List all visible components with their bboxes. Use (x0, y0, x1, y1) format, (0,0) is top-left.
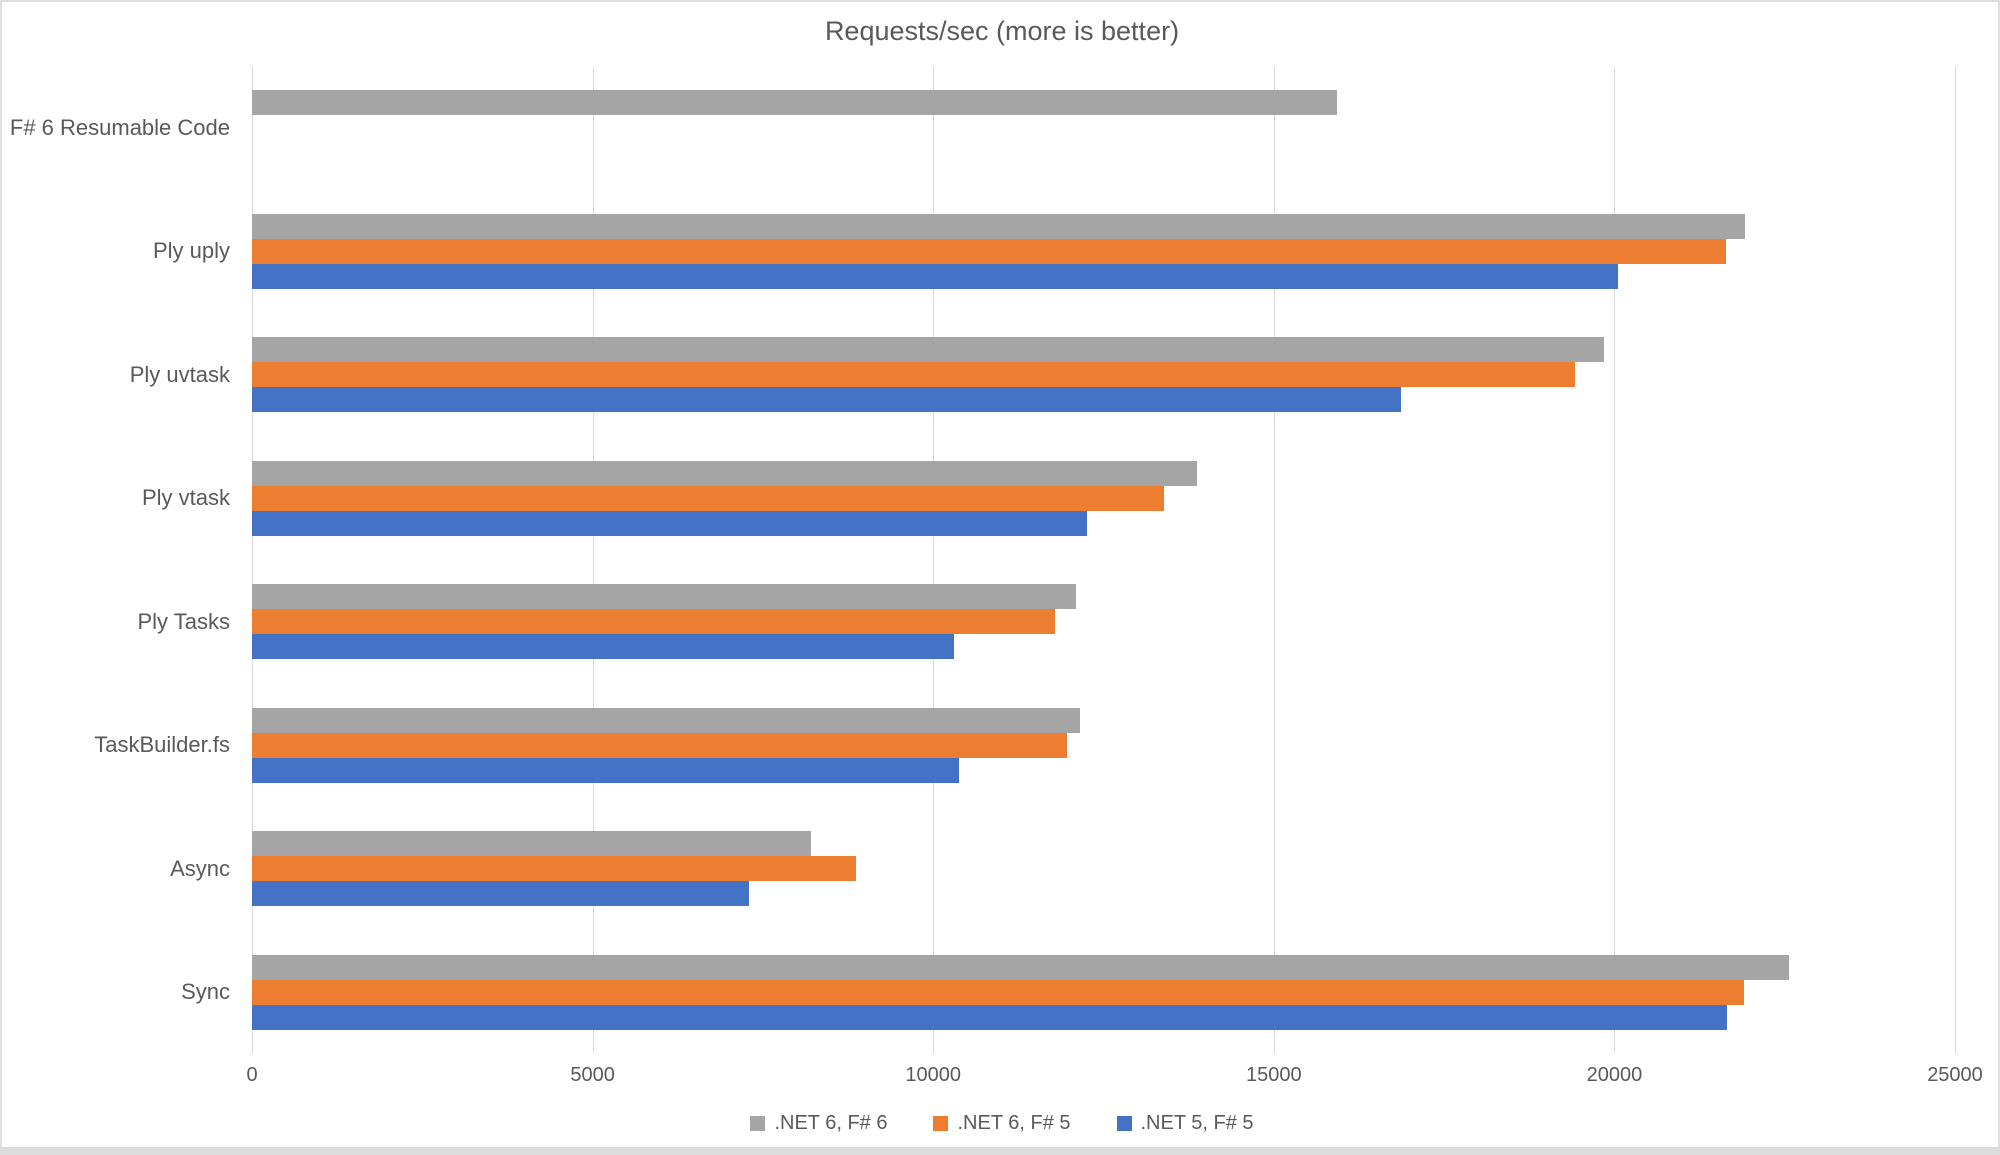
bar-async-net-5-f-5 (252, 881, 750, 907)
bar-group-sync (252, 931, 1955, 1055)
category-label-ply-tasks: Ply Tasks (137, 608, 230, 634)
bar-slot (252, 362, 1955, 388)
category-label-ply-vtask: Ply vtask (141, 485, 230, 511)
bar-ply-vtask-net-6-f-6 (252, 460, 1197, 486)
bar-sync-net-6-f-6 (252, 954, 1789, 980)
legend-swatch-icon (1116, 1116, 1132, 1131)
bar-group-ply-tasks (252, 560, 1955, 684)
bar-group-ply-vtask (252, 437, 1955, 561)
bar-slot (252, 609, 1955, 635)
bar-taskbuilder-fs-net-5-f-5 (252, 757, 960, 783)
chart-title: Requests/sec (more is better) (824, 16, 1180, 46)
bar-ply-tasks-net-6-f-5 (252, 609, 1056, 635)
x-tick-label-20000: 20000 (1586, 1064, 1643, 1086)
bar-slot (252, 213, 1955, 239)
bar-ply-uply-net-5-f-5 (252, 263, 1619, 289)
plot-area (252, 66, 1956, 1055)
value-axis: 0 5000 10000 15000 20000 25000 (246, 1064, 1982, 1090)
bar-ply-tasks-net-5-f-5 (252, 634, 954, 660)
bar-slot (252, 757, 1955, 783)
bar-slot (252, 856, 1955, 882)
bar-group-ply-uply (252, 190, 1955, 314)
bar-ply-vtask-net-5-f-5 (252, 510, 1088, 536)
legend-item-net-6-f-5: .NET 6, F# 5 (933, 1112, 1071, 1135)
bar-ply-vtask-net-6-f-5 (252, 485, 1165, 511)
bar-taskbuilder-fs-net-6-f-5 (252, 732, 1067, 758)
bar-slot (252, 115, 1955, 140)
bar-ply-uply-net-6-f-6 (252, 213, 1745, 239)
bar-async-net-6-f-6 (252, 831, 811, 857)
category-label-async: Async (170, 855, 230, 881)
bar-ply-uply-net-6-f-5 (252, 238, 1727, 264)
bar-slot (252, 485, 1955, 511)
legend-label: .NET 6, F# 6 (774, 1112, 888, 1134)
legend: .NET 6, F# 6 .NET 6, F# 5 .NET 5, F# 5 (2, 1112, 1998, 1135)
x-tick-label-10000: 10000 (905, 1064, 961, 1086)
legend-label: .NET 6, F# 5 (957, 1112, 1071, 1134)
category-axis: F# 6 Resumable Code Ply uply Ply uvtask Ply… (2, 66, 230, 1054)
window-edge (2, 1147, 1998, 1153)
bar-sync-net-6-f-5 (252, 979, 1744, 1005)
legend-item-net-6-f-6: .NET 6, F# 6 (750, 1112, 887, 1135)
x-tick-label-25000: 25000 (1927, 1064, 1983, 1086)
legend-swatch-icon (750, 1116, 766, 1131)
bar-slot (252, 337, 1955, 363)
bar-slot (252, 460, 1955, 486)
bar-async-net-6-f-5 (252, 856, 857, 882)
bar-group-async (252, 807, 1955, 931)
category-label-sync: Sync (181, 979, 230, 1005)
bar-slot (252, 238, 1955, 264)
bar-group-ply-uvtask (252, 313, 1955, 437)
bar-ply-uvtask-net-6-f-6 (252, 337, 1604, 363)
bar-slot (252, 90, 1955, 116)
gridline-15000 (1273, 66, 1275, 1054)
bar-slot (252, 707, 1955, 733)
bar-ply-uvtask-net-6-f-5 (252, 362, 1575, 388)
bar-ply-uvtask-net-5-f-5 (252, 387, 1402, 413)
bar-ply-tasks-net-6-f-6 (252, 584, 1076, 610)
bar-group-taskbuilder-fs (252, 684, 1955, 808)
gridline-10000 (933, 66, 935, 1054)
category-label-f-6-resumable-code: F# 6 Resumable Code (9, 114, 230, 140)
bar-slot (252, 954, 1955, 980)
bar-slot (252, 387, 1955, 413)
bar-slot (252, 881, 1955, 907)
legend-label: .NET 5, F# 5 (1140, 1112, 1254, 1134)
gridline-25000 (1955, 66, 1956, 1054)
gridline-5000 (592, 66, 594, 1054)
gridline-0 (252, 66, 253, 1054)
bar-slot (252, 1004, 1955, 1030)
x-tick-label-5000: 5000 (570, 1064, 615, 1086)
x-tick-label-15000: 15000 (1245, 1064, 1302, 1086)
bar-slot (252, 831, 1955, 857)
bar-sync-net-5-f-5 (252, 1004, 1728, 1030)
category-label-taskbuilder-fs: TaskBuilder.fs (94, 732, 230, 758)
bar-taskbuilder-fs-net-6-f-6 (252, 707, 1080, 733)
gridline-20000 (1614, 66, 1616, 1054)
bar-group-f-6-resumable-code (252, 66, 1955, 190)
legend-swatch-icon (933, 1116, 949, 1131)
bar-slot (252, 584, 1955, 610)
bar-f-6-resumable-code-net-6-f-6 (252, 90, 1338, 116)
bar-slot (252, 140, 1955, 165)
category-label-ply-uvtask: Ply uvtask (129, 361, 230, 387)
bar-slot (252, 979, 1955, 1005)
bar-slot (252, 634, 1955, 660)
bar-slot (252, 263, 1955, 289)
bar-slot (252, 510, 1955, 536)
category-label-ply-uply: Ply uply (152, 238, 230, 264)
bar-slot (252, 732, 1955, 758)
x-tick-label-0: 0 (246, 1064, 258, 1086)
legend-item-net-5-f-5: .NET 5, F# 5 (1116, 1112, 1254, 1135)
